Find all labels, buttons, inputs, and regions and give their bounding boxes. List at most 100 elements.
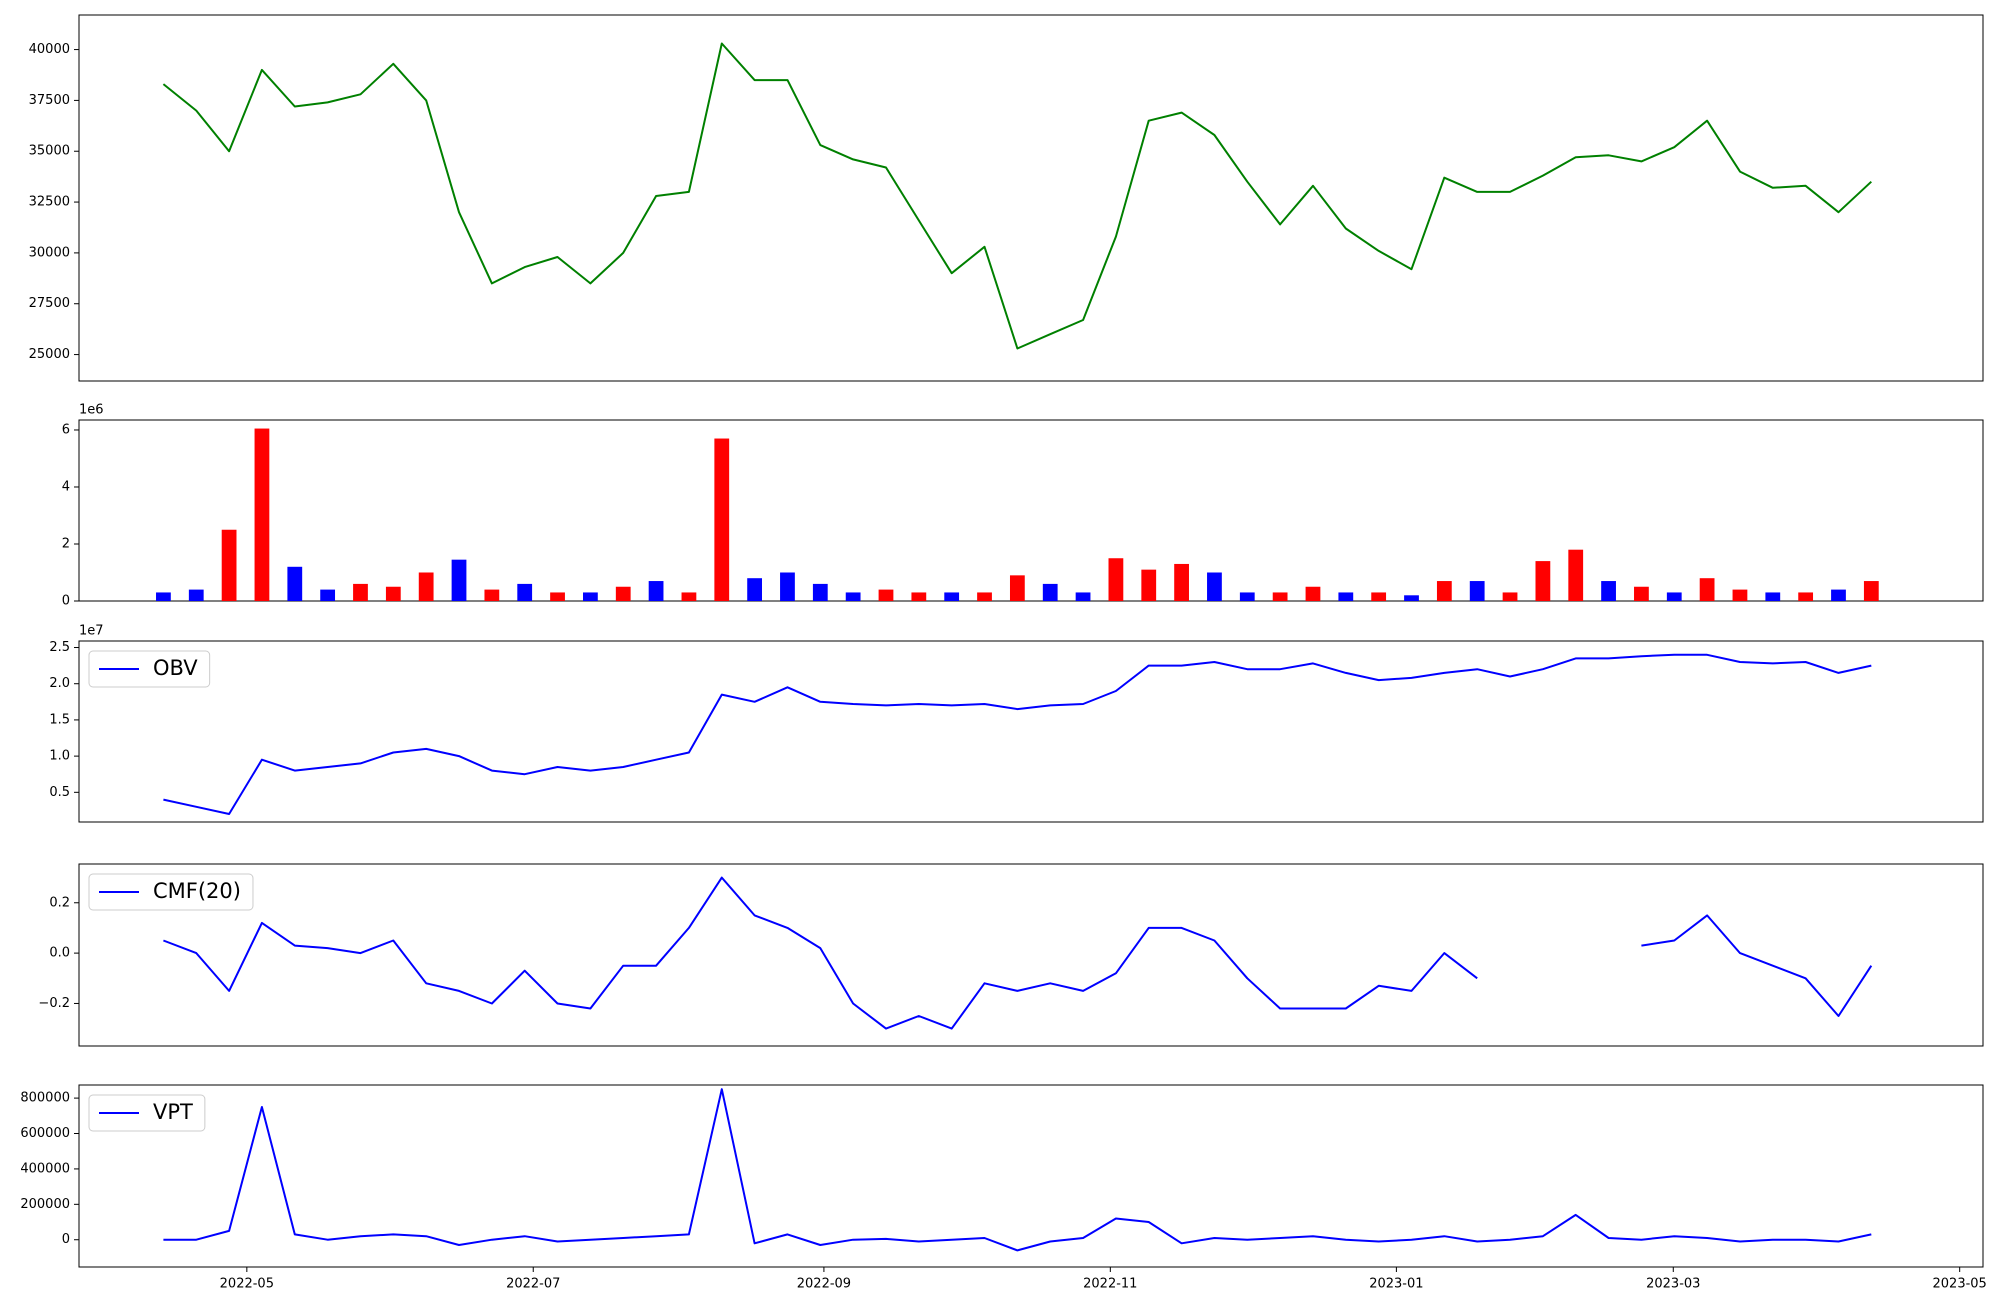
legend — [88, 1094, 206, 1132]
x-tick-label: 2023-05 — [1933, 1277, 1987, 1292]
line — [162, 42, 1872, 350]
y-tick-label: 200000 — [20, 1197, 70, 1212]
bar — [1239, 592, 1255, 601]
y-tick-label: 32500 — [29, 195, 70, 210]
x-tick-label: 2022-11 — [1083, 1277, 1137, 1292]
bar — [1699, 578, 1715, 601]
bar — [911, 592, 927, 601]
y-tick-label: 0.0 — [49, 946, 70, 961]
bar — [845, 592, 861, 601]
x-tick-label: 2023-01 — [1369, 1277, 1423, 1292]
bar — [1009, 575, 1025, 601]
bar — [1436, 581, 1452, 601]
bar — [1535, 561, 1551, 601]
y-tick-label: 37500 — [29, 93, 70, 108]
bar — [1634, 586, 1649, 601]
bar — [1798, 592, 1814, 601]
bar — [156, 592, 171, 601]
bar — [385, 586, 401, 601]
bar — [878, 589, 894, 601]
bar — [1207, 572, 1222, 601]
bar — [1305, 586, 1321, 601]
y-tick-label: 2 — [62, 536, 70, 551]
bar — [648, 581, 664, 601]
legend-label: CMF(20) — [153, 879, 241, 903]
y-tick-label: −0.2 — [38, 996, 70, 1011]
y-tick-label: 600000 — [20, 1126, 70, 1141]
bar — [615, 586, 631, 601]
bar — [812, 583, 828, 601]
bar — [747, 578, 763, 601]
bar — [1272, 592, 1288, 601]
bar — [550, 592, 565, 601]
x-tick-label: 2022-07 — [506, 1277, 560, 1292]
y-tick-label: 27500 — [29, 296, 70, 311]
bar — [1863, 581, 1879, 601]
y-tick-label: 2.5 — [49, 640, 70, 655]
bar — [353, 583, 368, 601]
bar — [1338, 592, 1354, 601]
bar — [1042, 583, 1058, 601]
y-tick-label: 30000 — [29, 245, 70, 260]
y-tick-label: 0 — [62, 594, 70, 609]
bar — [254, 428, 270, 601]
legend — [88, 873, 254, 911]
bar — [1601, 581, 1616, 601]
bar — [1568, 549, 1584, 601]
y-tick-label: 800000 — [20, 1091, 70, 1106]
y-tick-label: 1.0 — [49, 749, 70, 764]
axes-frame — [78, 1084, 1984, 1268]
bar — [1469, 581, 1485, 601]
x-tick-label: 2023-03 — [1646, 1277, 1700, 1292]
bar — [517, 583, 533, 601]
legend — [88, 650, 211, 688]
bar — [977, 592, 992, 601]
bar — [1141, 569, 1157, 601]
axes-frame — [78, 419, 1984, 602]
bar — [1502, 592, 1518, 601]
bar — [681, 592, 697, 601]
axes-frame — [78, 640, 1984, 823]
bar — [1732, 589, 1748, 601]
legend-label: OBV — [153, 656, 198, 680]
axis-offset-label: 1e6 — [79, 403, 104, 418]
y-tick-label: 25000 — [29, 347, 70, 362]
line — [163, 653, 1872, 815]
line — [1641, 914, 1873, 1017]
bar — [1075, 592, 1091, 601]
axes-frame — [78, 14, 1984, 382]
y-tick-label: 6 — [62, 422, 70, 437]
legend-label: VPT — [153, 1100, 193, 1124]
bar — [1108, 558, 1124, 601]
bar — [1404, 595, 1419, 601]
y-tick-label: 2.0 — [49, 676, 70, 691]
y-tick-label: 35000 — [29, 144, 70, 159]
bar — [1174, 563, 1189, 601]
y-tick-label: 4 — [62, 479, 70, 494]
bar — [780, 572, 795, 601]
bar — [1831, 589, 1846, 601]
x-tick-label: 2022-09 — [797, 1277, 851, 1292]
line — [163, 876, 1478, 1030]
bar — [583, 592, 598, 601]
y-tick-label: 0 — [62, 1232, 70, 1247]
bar — [484, 589, 500, 601]
bar — [287, 566, 303, 601]
bar — [1371, 592, 1387, 601]
axis-offset-label: 1e7 — [79, 624, 104, 639]
y-tick-label: 400000 — [20, 1161, 70, 1176]
y-tick-label: 0.2 — [49, 895, 70, 910]
bar — [221, 529, 237, 601]
y-tick-label: 0.5 — [49, 785, 70, 800]
x-tick-label: 2022-05 — [220, 1277, 274, 1292]
bar — [1666, 592, 1682, 601]
bar — [320, 589, 336, 601]
bar — [418, 572, 434, 601]
bar — [714, 438, 730, 601]
axes-frame — [78, 863, 1984, 1047]
y-tick-label: 40000 — [29, 42, 70, 57]
bar — [1765, 592, 1781, 601]
line — [163, 1088, 1872, 1252]
